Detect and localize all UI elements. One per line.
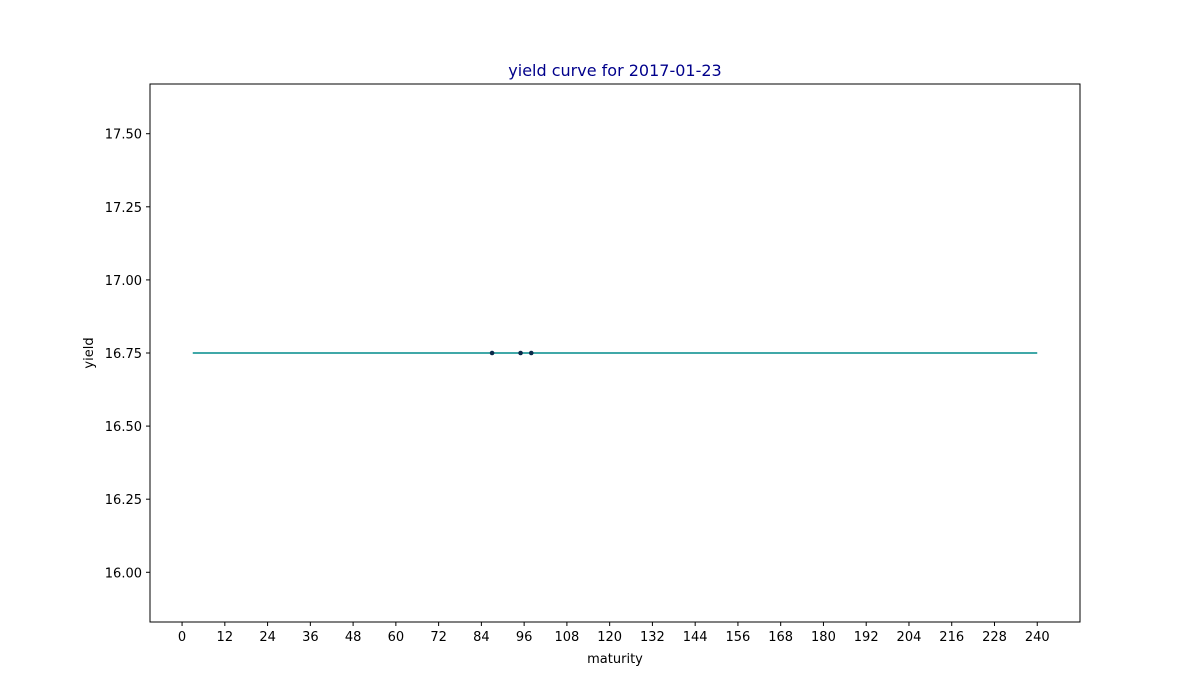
x-tick-label: 72 <box>430 630 447 645</box>
y-tick-label: 17.50 <box>105 128 142 143</box>
x-tick-label: 0 <box>178 630 186 645</box>
y-tick-label: 16.75 <box>105 347 142 362</box>
yield-point <box>528 350 534 356</box>
x-tick-label: 204 <box>897 630 922 645</box>
x-tick-label: 168 <box>768 630 793 645</box>
y-axis-label: yield <box>82 337 97 368</box>
yield-point <box>518 350 523 356</box>
y-tick-label: 16.50 <box>105 420 142 435</box>
x-tick-label: 192 <box>854 630 879 645</box>
x-tick-label: 108 <box>554 630 579 645</box>
x-axis: 0 12 24 36 48 60 72 84 96 108 120 132 144 156 168 180 19… <box>178 622 1050 645</box>
yield-point <box>489 350 495 356</box>
x-tick-label: 96 <box>516 630 533 645</box>
plot-area <box>192 350 1038 356</box>
x-tick-label: 156 <box>726 630 751 645</box>
x-axis-label: maturity <box>587 652 643 667</box>
x-tick-label: 216 <box>939 630 964 645</box>
x-tick-label: 48 <box>345 630 362 645</box>
x-tick-label: 36 <box>302 630 319 645</box>
x-tick-label: 24 <box>259 630 276 645</box>
x-tick-label: 60 <box>388 630 405 645</box>
x-tick-label: 240 <box>1025 630 1050 645</box>
y-axis: 16.00 16.25 16.50 16.75 17.00 17.25 17.50 <box>105 128 150 581</box>
x-tick-label: 180 <box>811 630 836 645</box>
y-tick-label: 16.25 <box>105 493 142 508</box>
x-tick-label: 144 <box>683 630 708 645</box>
chart-title: yield curve for 2017-01-23 <box>508 61 721 80</box>
x-tick-label: 84 <box>473 630 490 645</box>
y-tick-label: 17.25 <box>105 201 142 216</box>
x-tick-label: 132 <box>640 630 665 645</box>
x-tick-label: 120 <box>597 630 622 645</box>
y-tick-label: 17.00 <box>105 274 142 289</box>
x-tick-label: 228 <box>982 630 1007 645</box>
y-tick-label: 16.00 <box>105 566 142 581</box>
x-tick-label: 12 <box>217 630 234 645</box>
